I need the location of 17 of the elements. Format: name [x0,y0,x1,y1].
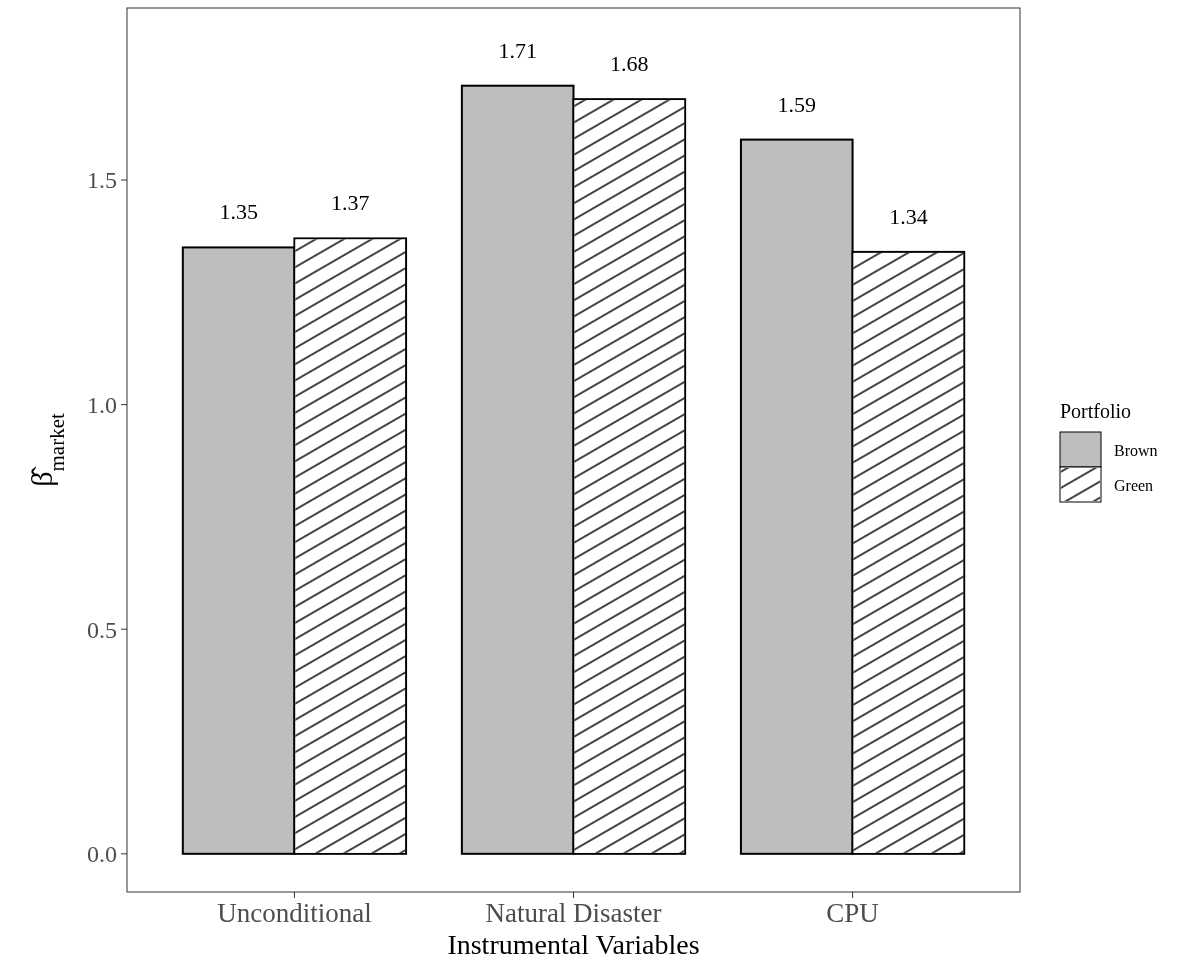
y-tick-label: 0.5 [87,616,117,643]
legend-title: Portfolio [1060,400,1132,422]
data-label: 1.35 [219,199,258,225]
x-tick-label: CPU [826,898,879,928]
legend-label: Green [1114,476,1154,494]
legend-label: Brown [1114,441,1158,459]
data-label: 1.59 [777,91,816,117]
y-tick-label: 1.0 [87,392,117,419]
data-label: 1.71 [498,37,537,63]
data-label: 1.68 [610,51,649,77]
x-tick-label: Unconditional [217,898,372,928]
data-label: 1.34 [889,203,928,229]
x-tick-label: Natural Disaster [485,898,662,928]
x-axis-title: Instrumental Variables [447,929,700,960]
y-tick-label: 1.5 [87,167,117,194]
data-label: 1.37 [331,190,370,216]
y-tick-label: 0.0 [87,841,117,868]
